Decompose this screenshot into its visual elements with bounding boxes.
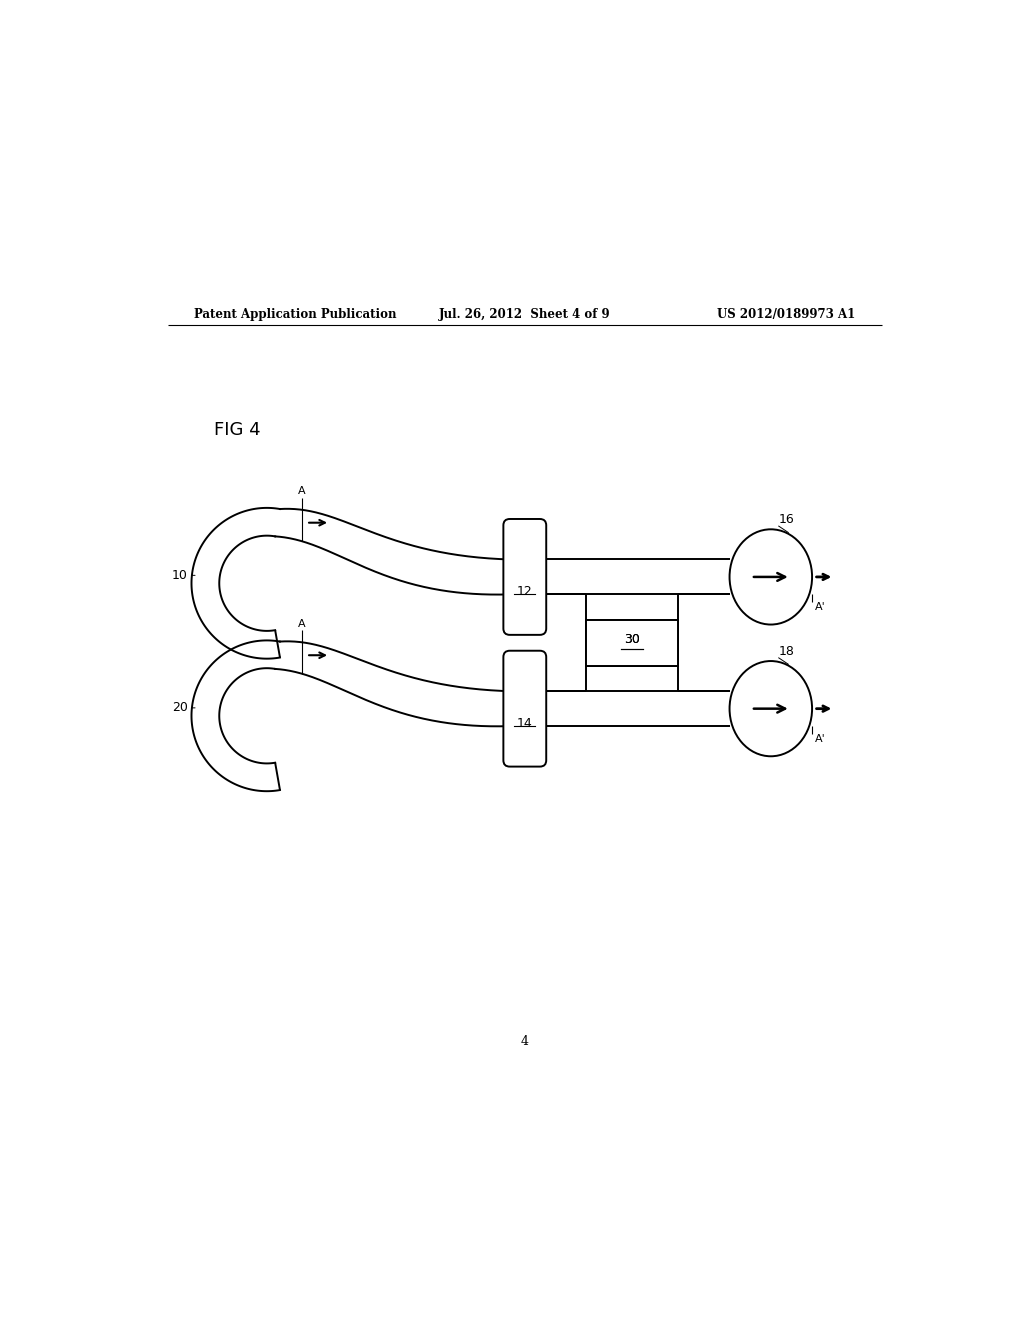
Text: 18: 18	[779, 645, 795, 657]
Text: 4: 4	[521, 1035, 528, 1048]
Text: Jul. 26, 2012  Sheet 4 of 9: Jul. 26, 2012 Sheet 4 of 9	[439, 308, 610, 321]
Ellipse shape	[729, 661, 812, 756]
Text: 30: 30	[624, 634, 640, 645]
Bar	[587, 620, 678, 665]
Text: 20: 20	[172, 701, 187, 714]
Text: US 2012/0189973 A1: US 2012/0189973 A1	[718, 308, 856, 321]
Text: A: A	[298, 619, 306, 628]
Text: FIG 4: FIG 4	[214, 421, 260, 438]
Polygon shape	[191, 640, 280, 791]
Text: 14: 14	[517, 717, 532, 730]
Text: 30: 30	[624, 634, 640, 645]
Text: 12: 12	[517, 585, 532, 598]
FancyBboxPatch shape	[504, 519, 546, 635]
Polygon shape	[191, 508, 280, 659]
Text: A': A'	[815, 734, 826, 744]
FancyBboxPatch shape	[504, 651, 546, 767]
Text: 10: 10	[172, 569, 187, 582]
Polygon shape	[275, 508, 510, 594]
Text: A: A	[298, 486, 306, 496]
Bar	[587, 620, 678, 665]
Text: 16: 16	[779, 513, 795, 527]
Ellipse shape	[729, 529, 812, 624]
Text: A': A'	[815, 602, 826, 612]
Polygon shape	[275, 642, 510, 726]
Text: Patent Application Publication: Patent Application Publication	[194, 308, 396, 321]
